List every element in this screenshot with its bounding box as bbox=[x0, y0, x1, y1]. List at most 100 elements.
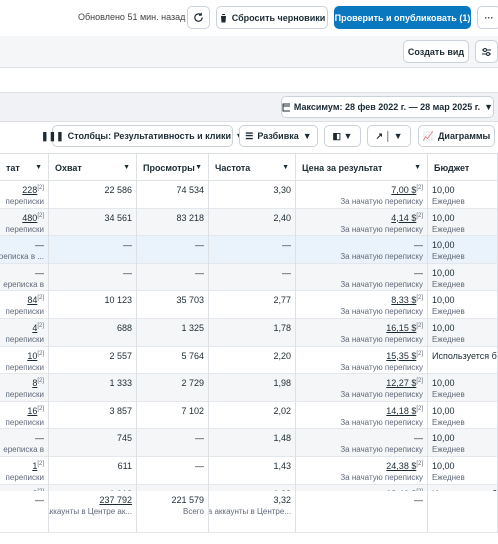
cell-subtext: ереписка в bbox=[3, 445, 44, 455]
cell-value: 10,00 bbox=[432, 433, 455, 444]
cell-value: — bbox=[35, 495, 44, 505]
table-cell: 12,27 $ [2] За начатую переписку bbox=[296, 374, 428, 402]
cell-value: 14,18 $ bbox=[386, 405, 417, 416]
table-cell: 74 534 bbox=[137, 181, 209, 209]
table-cell: 16 [2] переписки bbox=[0, 401, 49, 430]
table-cell: 1,43 bbox=[209, 457, 296, 485]
header-label: Просмотры bbox=[143, 162, 195, 173]
reset-label: Сбросить черновики bbox=[231, 12, 326, 23]
table-cell: 237 792 Аккаунты в Центре ак... bbox=[49, 491, 137, 533]
layers-button[interactable]: ◧ ▼ bbox=[324, 125, 361, 147]
table-cell: 24,38 $ [2] За начатую переписку bbox=[296, 457, 428, 485]
footnote-mark: [2] bbox=[416, 350, 423, 357]
sort-arrow: ▼ bbox=[35, 164, 42, 171]
cell-subtext: Ежеднев bbox=[432, 417, 465, 427]
header-label: тат bbox=[6, 162, 20, 173]
publish-button[interactable]: Проверить и опубликовать (1) bbox=[334, 6, 471, 29]
table-cell: 10 [2] переписки bbox=[0, 346, 49, 375]
cell-value-line: 15,35 $ [2] bbox=[386, 351, 423, 361]
cell-value-line: — bbox=[35, 433, 44, 443]
table-cell: — За начатую переписку bbox=[296, 236, 428, 264]
footnote-mark: [2] bbox=[416, 405, 423, 412]
table-cell: 4,14 $ [2] За начатую переписку bbox=[296, 208, 428, 237]
table-cell: 10,00 Ежеднев bbox=[428, 291, 498, 319]
table-cell: — За начатую переписку bbox=[296, 263, 428, 292]
cell-value-line: — bbox=[35, 495, 44, 505]
cell-value: 22 586 bbox=[104, 185, 132, 195]
header-label: Охват bbox=[55, 162, 82, 173]
cell-subtext: За начатую переписку bbox=[340, 362, 423, 372]
cell-value: 1,48 bbox=[273, 433, 291, 444]
settings-button[interactable] bbox=[475, 40, 498, 63]
cell-value: 1 bbox=[32, 461, 38, 471]
cell-value: 24,38 $ bbox=[386, 461, 417, 471]
cell-value: 8 bbox=[32, 378, 38, 389]
table-cell: 2,77 bbox=[209, 291, 296, 319]
table-cell: — ереписка в bbox=[0, 429, 49, 457]
column-header: Бюджет bbox=[428, 154, 498, 181]
cell-value-line: 2 729 bbox=[181, 378, 204, 388]
cell-value-line: 1 325 bbox=[181, 323, 204, 333]
cell-value-line: — bbox=[414, 495, 423, 505]
cell-value: 688 bbox=[116, 323, 132, 333]
columns-button[interactable]: ❚❚❚Столбцы: Результативность и клики▼ bbox=[41, 125, 244, 147]
cell-value-line: 2,77 bbox=[273, 295, 291, 305]
table-cell: 10,00 Ежеднев bbox=[428, 181, 498, 209]
more-button[interactable]: ··· bbox=[477, 6, 498, 29]
cell-value: 4,14 $ bbox=[391, 212, 417, 223]
cell-value: 10,00 bbox=[432, 378, 455, 389]
footnote-mark: [2] bbox=[416, 323, 423, 329]
cell-value-line: 24,38 $ [2] bbox=[386, 461, 423, 471]
table-cell: 4 [2] переписки bbox=[0, 319, 49, 347]
refresh-button[interactable] bbox=[187, 6, 210, 29]
header-label: Частота bbox=[215, 162, 251, 173]
reset-button[interactable]: Сбросить черновики bbox=[216, 6, 328, 29]
cell-value: 480 bbox=[22, 212, 38, 223]
cell-value: — bbox=[123, 267, 132, 278]
table-cell: 35 703 bbox=[137, 291, 209, 319]
table-cell: 1 325 bbox=[137, 319, 209, 347]
table-cell: 22 586 bbox=[49, 181, 137, 209]
cell-value: — bbox=[195, 240, 204, 251]
cell-value-line: 10,00 bbox=[432, 240, 455, 250]
cell-value: 1,43 bbox=[273, 461, 291, 471]
updated-text: Обновлено 51 мин. назад bbox=[78, 12, 186, 22]
charts-button[interactable]: 📈 Диаграммы bbox=[418, 125, 495, 147]
sort-arrow: ▼ bbox=[195, 164, 202, 171]
export-button[interactable]: ↗ │ ▼ bbox=[367, 125, 411, 147]
cell-value-line: — bbox=[195, 433, 204, 443]
create-view-button[interactable]: Создать вид bbox=[403, 40, 469, 63]
table-cell: 10,00 Ежеднев bbox=[428, 401, 498, 430]
cell-value: 228 bbox=[22, 185, 38, 195]
cell-value-line: 10,00 bbox=[432, 323, 455, 333]
table-cell: 3 857 bbox=[49, 401, 137, 430]
cell-subtext: Ежеднев bbox=[432, 335, 465, 344]
cell-value-line: 1,43 bbox=[273, 461, 291, 471]
footnote-mark: [2] bbox=[37, 405, 44, 412]
table-cell: — bbox=[137, 236, 209, 264]
breakdown-button[interactable]: ☰ Разбивка ▼ bbox=[239, 125, 318, 147]
date-button[interactable]: Максимум: 28 фев 2022 г. — 28 мар 2025 г… bbox=[281, 96, 494, 118]
cell-subtext: переписки bbox=[5, 224, 44, 234]
cell-value: 2,40 bbox=[273, 212, 291, 223]
cell-value: 15,35 $ bbox=[386, 350, 417, 361]
cell-subtext: Ежеднев bbox=[432, 307, 465, 317]
footnote-mark: [2] bbox=[416, 212, 423, 219]
cell-subtext: За начатую переписку bbox=[340, 224, 423, 234]
cell-value-line: Используется б... bbox=[432, 351, 497, 361]
cell-value-line: — bbox=[414, 240, 423, 250]
cell-value: 5 764 bbox=[181, 350, 204, 361]
cell-value: 10,00 bbox=[432, 212, 455, 223]
table-row: 480 [2] переписки 34 561 83 218 2,40 4,14 $ [2]… bbox=[0, 208, 498, 237]
table-cell: 10,00 Ежеднев bbox=[428, 208, 498, 237]
cell-value-line: 83 218 bbox=[176, 213, 204, 223]
cell-value: 10,00 bbox=[432, 185, 455, 195]
cell-value-line: 611 bbox=[118, 461, 132, 471]
cell-value-line: — bbox=[282, 268, 291, 278]
cell-value-line: 74 534 bbox=[176, 185, 204, 195]
table-cell: 34 561 bbox=[49, 208, 137, 237]
table-cell: 10,00 Ежеднев bbox=[428, 319, 498, 347]
column-header: тат ▼ bbox=[0, 154, 49, 181]
cell-value-line: 3,32 bbox=[273, 495, 291, 505]
table-cell: 8 [2] переписки bbox=[0, 374, 49, 402]
